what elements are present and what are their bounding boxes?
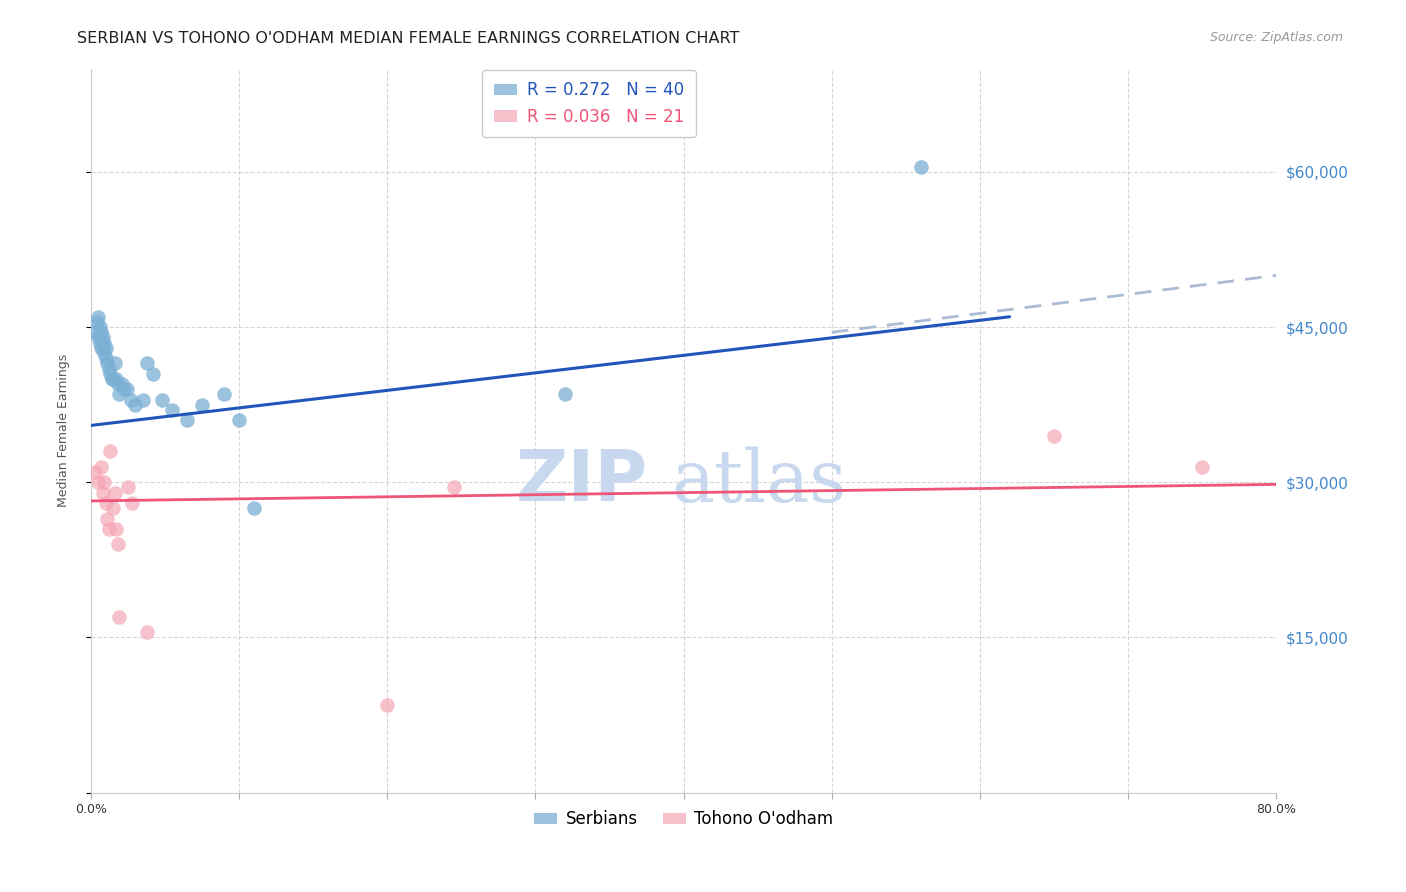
Point — [191, 398, 214, 412]
Point — [98, 444, 121, 458]
Point — [104, 356, 127, 370]
Point — [108, 609, 131, 624]
Point — [162, 403, 184, 417]
Point — [91, 330, 114, 344]
Text: ZIP: ZIP — [516, 447, 648, 516]
Point — [103, 501, 125, 516]
Point — [108, 387, 131, 401]
Point — [1043, 429, 1066, 443]
Point — [107, 377, 129, 392]
Point — [107, 537, 129, 551]
Point — [93, 335, 115, 350]
Point — [97, 361, 120, 376]
Point — [214, 387, 236, 401]
Point — [243, 501, 266, 516]
Point — [90, 459, 112, 474]
Point — [86, 315, 108, 329]
Point — [115, 382, 138, 396]
Point — [132, 392, 155, 407]
Point — [94, 351, 117, 366]
Point — [554, 387, 576, 401]
Point — [94, 341, 117, 355]
Point — [94, 496, 117, 510]
Point — [84, 326, 107, 340]
Text: atlas: atlas — [672, 446, 848, 516]
Point — [90, 341, 112, 355]
Point — [89, 335, 111, 350]
Point — [1191, 459, 1213, 474]
Point — [91, 341, 114, 355]
Point — [100, 372, 122, 386]
Point — [104, 485, 127, 500]
Point — [103, 372, 125, 386]
Point — [87, 330, 110, 344]
Point — [84, 465, 107, 479]
Point — [89, 320, 111, 334]
Point — [93, 475, 115, 490]
Point — [98, 367, 121, 381]
Point — [176, 413, 198, 427]
Point — [375, 698, 398, 712]
Legend: Serbians, Tohono O'odham: Serbians, Tohono O'odham — [527, 804, 839, 835]
Point — [117, 481, 139, 495]
Point — [96, 356, 118, 370]
Point — [121, 496, 143, 510]
Point — [87, 310, 110, 324]
Point — [96, 511, 118, 525]
Point — [87, 475, 110, 490]
Point — [228, 413, 250, 427]
Point — [90, 326, 112, 340]
Text: SERBIAN VS TOHONO O'ODHAM MEDIAN FEMALE EARNINGS CORRELATION CHART: SERBIAN VS TOHONO O'ODHAM MEDIAN FEMALE … — [77, 31, 740, 46]
Point — [111, 377, 134, 392]
Point — [93, 346, 115, 360]
Point — [124, 398, 146, 412]
Point — [120, 392, 142, 407]
Point — [97, 522, 120, 536]
Point — [142, 367, 165, 381]
Point — [112, 382, 135, 396]
Point — [136, 625, 159, 640]
Point — [91, 485, 114, 500]
Point — [910, 160, 932, 174]
Point — [443, 481, 465, 495]
Point — [105, 372, 128, 386]
Text: Source: ZipAtlas.com: Source: ZipAtlas.com — [1209, 31, 1343, 45]
Point — [105, 522, 128, 536]
Point — [136, 356, 159, 370]
Point — [150, 392, 173, 407]
Y-axis label: Median Female Earnings: Median Female Earnings — [58, 354, 70, 508]
